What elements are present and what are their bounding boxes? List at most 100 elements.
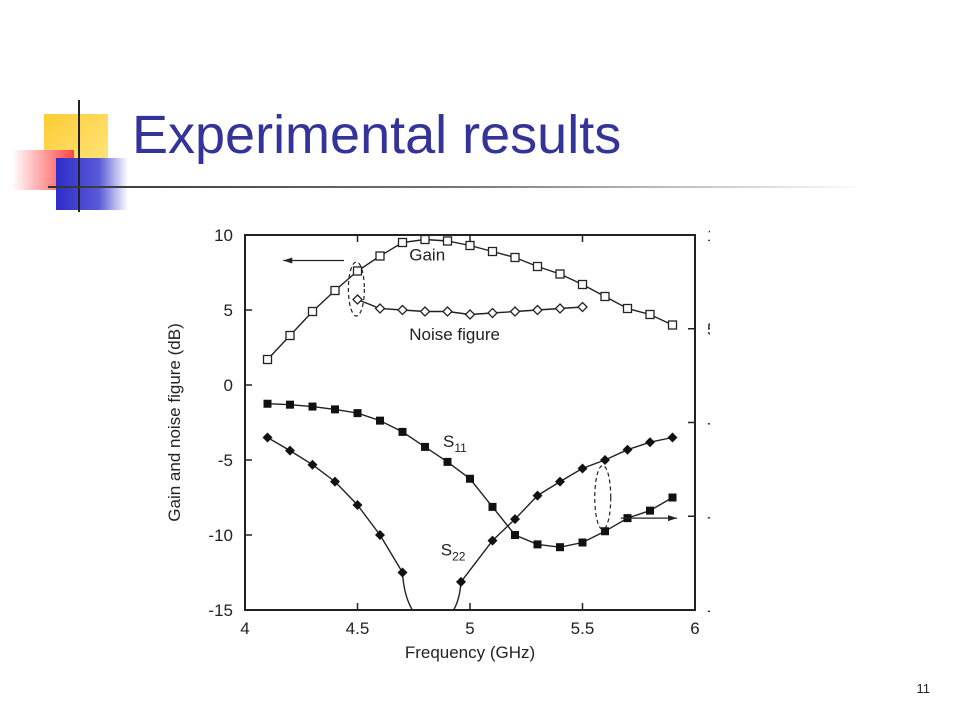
x-tick-label: 5 [465,619,474,638]
s11-point [578,538,587,547]
noise-figure-point [397,304,408,316]
gain-point [397,237,408,248]
s11-point [443,457,452,466]
y-left-tick-label: -10 [208,526,233,545]
s22-point [555,476,565,487]
x-tick-label: 5.5 [571,619,595,638]
s22-point [352,500,363,510]
gain-point [375,251,385,261]
s11-point [601,527,609,536]
plot-frame [244,234,696,611]
s11-point [398,427,407,436]
gain-point [510,252,520,263]
left-axis-ellipse [347,261,365,317]
gain-point [555,269,565,279]
noise-figure-point [532,304,543,316]
noise-figure-point [554,303,566,314]
s11-point [488,502,497,511]
gain-point [622,303,633,314]
s11-point [308,402,317,411]
y-left-tick-label: 5 [224,301,233,320]
series-line-s22 [267,436,673,610]
s22-point [600,455,610,465]
right-axis-ellipse [594,464,612,531]
y-right-tick-label: 15 [707,226,710,245]
noise-figure-point [352,294,363,305]
y-right-tick-label: 5 [707,320,710,339]
noise-figure-point [577,301,588,313]
y-left-tick-label: -5 [218,451,233,470]
noise-figure-point [509,306,521,317]
gain-point [420,235,430,245]
s22-point [510,514,520,525]
gain-point [487,246,498,257]
gain-point [262,354,273,365]
s11-point [376,416,384,425]
s22-point [645,437,655,448]
s11-point [331,405,339,414]
gain-point [667,320,678,330]
s22-point [622,444,633,455]
annotation-s11: S11 [443,432,467,455]
s11-point [533,540,542,549]
y-right-tick-label: -25 [707,601,710,620]
experimental-results-chart: 4 4.5 5 5.5 6 10 5 0 -5 -10 -15 15 5 -5 -15 -25 Frequenc… [165,226,710,662]
gain-point [285,330,295,341]
x-tick-label: 6 [690,619,699,638]
noise-figure-point [419,306,431,317]
y-left-tick-label: 0 [224,376,233,395]
x-tick-label: 4.5 [346,619,370,638]
s11-point [646,506,654,515]
slide-title: Experimental results [132,105,622,165]
gain-point [442,236,453,246]
annotation-s22: S22 [441,541,466,564]
s11-point [556,543,564,552]
s22-point [667,432,678,443]
s11-point [263,399,272,408]
y-left-axis-label: Gain and noise figure (dB) [165,323,184,521]
s11-point [511,531,519,539]
series-group [262,235,678,610]
gain-point [465,240,475,251]
s22-point [577,463,588,474]
gain-point [600,291,610,302]
gain-point [645,309,655,320]
noise-figure-point [442,306,453,317]
s22-point [285,445,295,456]
noise-figure-point [374,303,386,314]
left-arrow-head [283,257,293,264]
s22-point [307,459,318,470]
gain-annotation: Gain [409,246,445,265]
noise-figure-point [487,307,498,319]
s22-point [375,530,385,540]
s11-point [421,442,429,451]
slide-number: 11 [916,681,931,696]
s22-point [532,490,543,501]
s11-point [466,474,474,483]
title-underline [48,186,868,188]
y-left-tick-label: 10 [214,226,233,245]
s22-point [487,535,498,546]
s22-point [456,576,466,587]
x-tick-label: 4 [240,619,249,638]
gain-point [352,266,363,276]
right-arrow-head [668,515,677,522]
gain-point [532,261,543,272]
s11-point [353,409,362,418]
gain-point [577,279,588,290]
noise-figure-annotation: Noise figure [409,325,500,344]
logo-vertical-line [78,100,80,212]
s22-point [397,567,408,578]
y-left-tick-label: -15 [208,601,233,620]
y-right-tick-label: -15 [707,507,710,526]
s22-point [330,476,340,487]
s22-point [262,432,273,443]
gain-point [330,285,340,296]
s11-point [668,493,677,502]
noise-figure-point [464,309,476,320]
y-right-tick-label: -5 [707,414,710,433]
gain-point [307,306,318,317]
x-axis-label: Frequency (GHz) [405,643,535,662]
s11-point [286,400,294,409]
logo-blue-block [56,158,128,210]
